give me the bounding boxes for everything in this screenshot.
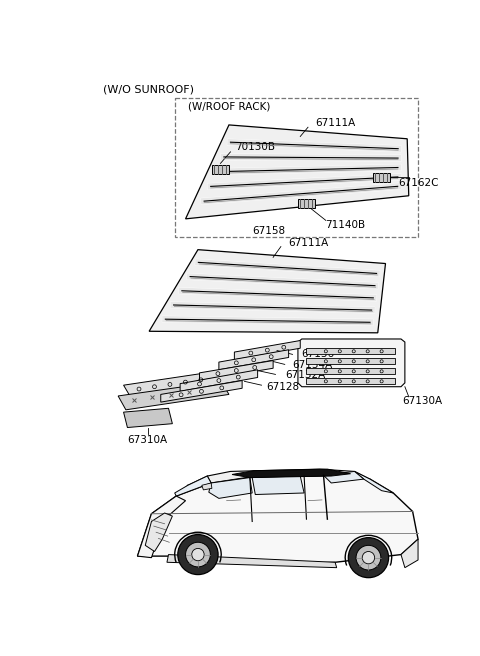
Polygon shape (186, 125, 409, 219)
Polygon shape (145, 513, 172, 552)
Circle shape (362, 552, 375, 564)
Polygon shape (123, 370, 234, 398)
Polygon shape (252, 476, 304, 495)
Polygon shape (118, 381, 229, 410)
Circle shape (186, 543, 210, 567)
Polygon shape (373, 173, 390, 182)
Polygon shape (212, 165, 229, 174)
Text: 67111A: 67111A (315, 117, 355, 128)
Circle shape (356, 545, 381, 570)
Polygon shape (306, 348, 395, 354)
Text: 67111A: 67111A (288, 237, 328, 248)
Polygon shape (298, 199, 315, 208)
Text: 71140B: 71140B (325, 220, 365, 230)
Polygon shape (175, 476, 211, 496)
Text: 67162C: 67162C (398, 178, 439, 188)
Circle shape (192, 548, 204, 561)
Polygon shape (306, 379, 395, 384)
Text: 67134A: 67134A (292, 360, 333, 370)
Polygon shape (234, 340, 300, 359)
Polygon shape (207, 469, 370, 483)
Bar (175, 98, 418, 237)
Polygon shape (180, 370, 258, 392)
Text: 67310A: 67310A (128, 435, 168, 445)
Polygon shape (161, 380, 242, 402)
Polygon shape (123, 408, 172, 428)
Text: (W/O SUNROOF): (W/O SUNROOF) (103, 85, 193, 94)
Polygon shape (209, 478, 252, 499)
Text: (W/ROOF RACK): (W/ROOF RACK) (188, 102, 270, 112)
Polygon shape (167, 554, 336, 567)
Polygon shape (401, 539, 418, 567)
Polygon shape (202, 483, 212, 490)
Circle shape (348, 538, 389, 578)
Polygon shape (219, 350, 288, 370)
Text: 67158: 67158 (252, 226, 286, 236)
Polygon shape (149, 250, 385, 333)
Polygon shape (137, 475, 418, 564)
Polygon shape (137, 496, 186, 558)
Polygon shape (306, 368, 395, 375)
Polygon shape (355, 472, 393, 493)
Polygon shape (298, 339, 405, 387)
Polygon shape (232, 469, 350, 478)
Polygon shape (306, 358, 395, 364)
Text: 70130B: 70130B (235, 142, 276, 152)
Polygon shape (200, 361, 273, 380)
Circle shape (178, 535, 218, 575)
Text: 67136: 67136 (301, 348, 335, 359)
Text: 67130A: 67130A (403, 396, 443, 405)
Polygon shape (324, 472, 364, 483)
Text: 67132A: 67132A (285, 370, 325, 380)
Text: 67128: 67128 (266, 382, 300, 392)
